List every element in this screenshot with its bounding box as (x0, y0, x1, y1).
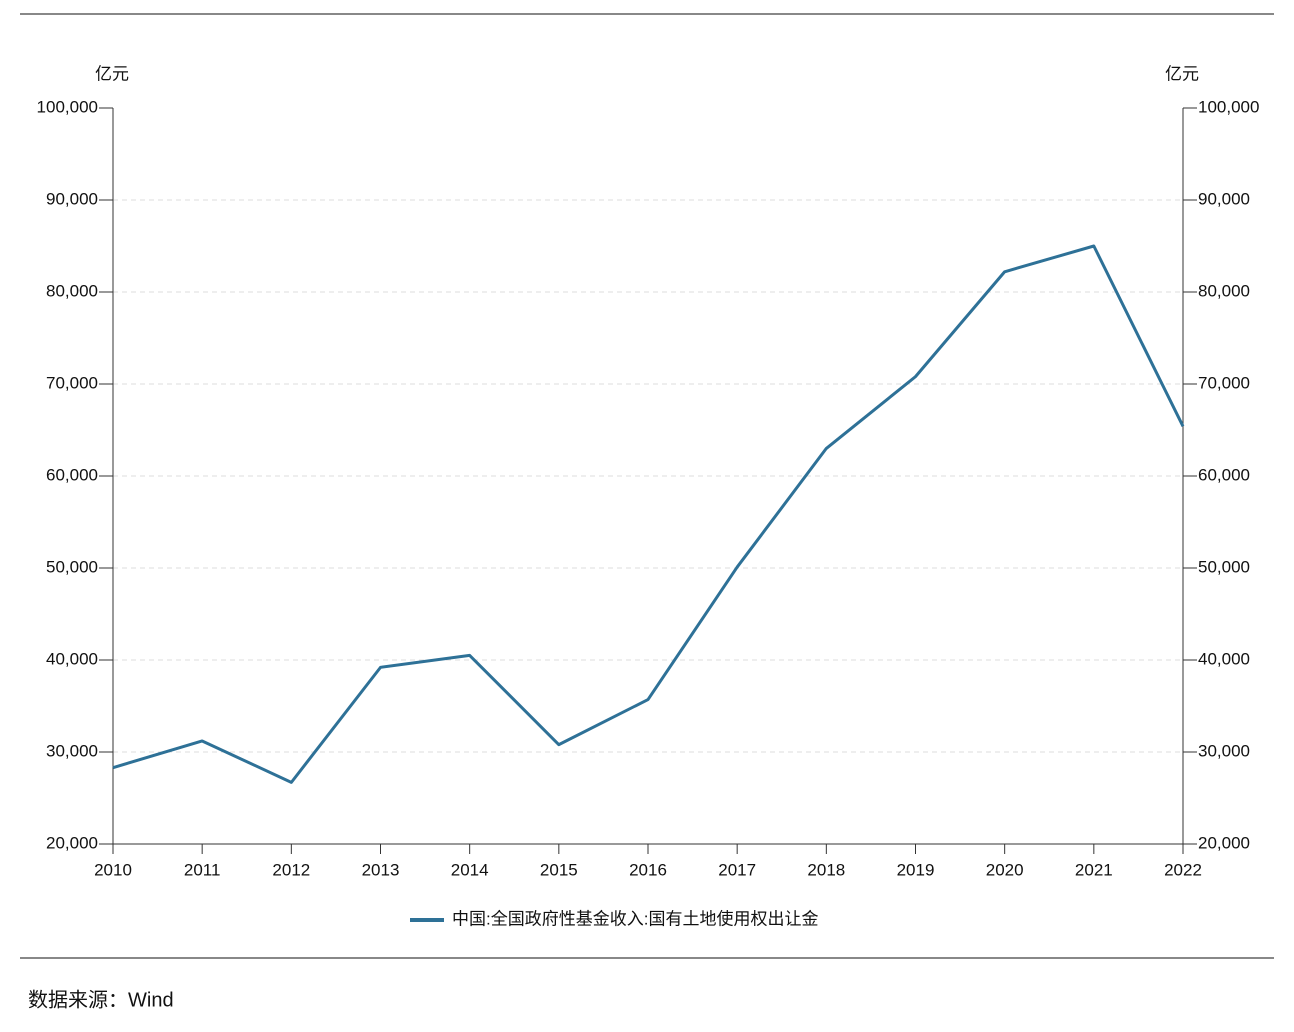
y2-tick-label: 20,000 (1198, 833, 1250, 852)
x-tick-label: 2010 (94, 860, 132, 879)
y-tick-label: 50,000 (46, 557, 98, 576)
x-tick-label: 2011 (184, 860, 221, 879)
y-unit: 亿元 (95, 64, 129, 83)
legend-label: 中国:全国政府性基金收入:国有土地使用权出让金 (452, 908, 818, 928)
y2-tick-label: 90,000 (1198, 189, 1250, 208)
x-tick-label: 2019 (897, 860, 935, 879)
x-tick-label: 2015 (540, 860, 578, 879)
y2-tick-label: 70,000 (1198, 373, 1250, 392)
source: 数据来源：Wind (28, 988, 174, 1011)
x-tick-label: 2021 (1075, 860, 1113, 879)
y-tick-label: 60,000 (46, 465, 98, 484)
y2-tick-label: 80,000 (1198, 281, 1250, 300)
y-tick-label: 40,000 (46, 649, 98, 668)
y-tick-label: 80,000 (46, 281, 98, 300)
y-tick-label: 20,000 (46, 833, 98, 852)
y-tick-label: 100,000 (37, 97, 98, 116)
x-tick-label: 2014 (451, 860, 489, 879)
data-line (112, 244, 1185, 784)
y2-unit: 亿元 (1165, 64, 1199, 83)
y2-tick-label: 60,000 (1198, 465, 1250, 484)
x-tick-label: 2017 (718, 860, 756, 879)
x-tick-label: 2018 (807, 860, 845, 879)
y2-tick-label: 50,000 (1198, 557, 1250, 576)
x-tick-label: 2020 (986, 860, 1024, 879)
y-tick-label: 30,000 (46, 741, 98, 760)
y2-tick-label: 30,000 (1198, 741, 1250, 760)
y2-tick-label: 100,000 (1198, 97, 1259, 116)
y-tick-label: 70,000 (46, 373, 98, 392)
x-tick-label: 2012 (272, 860, 310, 879)
x-tick-label: 2016 (629, 860, 667, 879)
y2-tick-label: 40,000 (1198, 649, 1250, 668)
x-tick-label: 2013 (362, 860, 400, 879)
y-tick-label: 90,000 (46, 189, 98, 208)
x-tick-label: 2022 (1164, 860, 1202, 879)
